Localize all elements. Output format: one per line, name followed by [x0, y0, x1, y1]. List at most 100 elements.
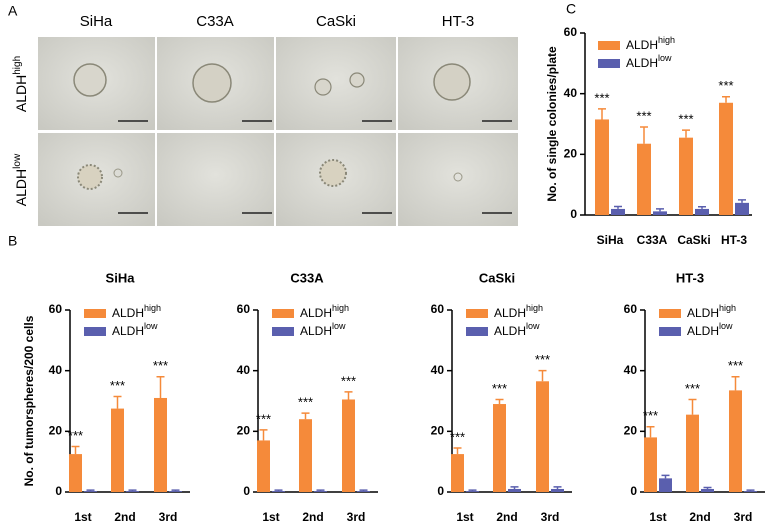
x-tick-label: 3rd [541, 510, 560, 524]
significance: *** [256, 411, 271, 426]
x-tick-label: 3rd [159, 510, 178, 524]
significance: *** [728, 358, 743, 373]
error-bar [553, 486, 562, 489]
column-label: C33A [196, 13, 234, 30]
micrographs [38, 37, 518, 226]
super-label: ALDHhigh [112, 303, 161, 320]
bar [299, 419, 312, 492]
label-superscript: low [719, 321, 733, 331]
label-base: ALDH [626, 38, 658, 52]
error-bar [113, 395, 122, 409]
significance: *** [153, 358, 168, 373]
label-superscript: high [144, 303, 161, 313]
error-bar [71, 445, 80, 455]
panel-label: A [8, 3, 18, 19]
error-bar [259, 429, 268, 441]
y-tick-label: 0 [437, 484, 444, 498]
column-label: HT-3 [442, 13, 475, 30]
y-axis-label: No. of single colonies/plate [545, 46, 559, 202]
x-tick-label: 1st [74, 510, 91, 524]
y-tick-label: 60 [431, 302, 445, 316]
significance: *** [636, 108, 651, 123]
error-bar [274, 489, 283, 492]
error-bar [128, 489, 137, 492]
x-tick-label: 1st [649, 510, 666, 524]
bar [551, 488, 564, 492]
bar [637, 143, 651, 215]
y-tick-label: 0 [630, 484, 637, 498]
error-bar [156, 375, 165, 398]
error-bar [316, 489, 325, 492]
error-bar [510, 486, 519, 489]
x-tick-label: 2nd [496, 510, 517, 524]
y-tick-label: 40 [564, 86, 578, 100]
bar [611, 208, 625, 215]
label-base: ALDH [112, 306, 144, 320]
error-bar [738, 199, 746, 203]
legend-swatch [84, 327, 106, 336]
y-tick-label: 0 [570, 207, 577, 221]
super-label: ALDHhigh [687, 303, 736, 320]
y-tick-label: 20 [624, 424, 638, 438]
legend-swatch [659, 327, 681, 336]
bar [701, 488, 714, 492]
chart-title: HT-3 [676, 270, 704, 285]
error-bar [359, 489, 368, 492]
significance: *** [341, 373, 356, 388]
error-bar [656, 208, 664, 212]
bar [69, 454, 82, 492]
error-bar [646, 426, 655, 438]
legend-swatch [466, 327, 488, 336]
super-label: ALDHlow [494, 321, 540, 338]
bar [729, 390, 742, 492]
super-label: ALDHlow [12, 153, 29, 206]
chart-title: SiHa [106, 270, 136, 285]
y-tick-label: 20 [431, 424, 445, 438]
y-tick-label: 20 [49, 424, 63, 438]
bar [695, 208, 709, 215]
x-tick-label: 2nd [689, 510, 710, 524]
super-label: ALDHlow [112, 321, 158, 338]
bar [719, 102, 733, 215]
label-base: ALDH [494, 306, 526, 320]
bar [653, 211, 667, 215]
super-label: ALDHlow [300, 321, 346, 338]
bar [169, 491, 182, 492]
chart-title: C33A [290, 270, 324, 285]
legend-swatch [272, 309, 294, 318]
y-tick-label: 40 [49, 363, 63, 377]
super-label: ALDHhigh [300, 303, 349, 320]
bar [679, 137, 693, 215]
super-label: ALDHlow [626, 53, 672, 70]
error-bar [661, 474, 670, 479]
bar [735, 202, 749, 215]
error-bar [171, 489, 180, 492]
bar [314, 491, 327, 492]
y-tick-label: 60 [564, 25, 578, 39]
error-bar [468, 489, 477, 492]
bar [744, 491, 757, 492]
label-superscript: high [658, 35, 675, 45]
significance: *** [685, 381, 700, 396]
bar [257, 440, 270, 492]
error-bar [453, 447, 462, 455]
legend-swatch [84, 309, 106, 318]
chart: CaSki 0 20 40 60 1st *** 2nd *** 3rd *** [431, 270, 572, 524]
error-bar [598, 108, 606, 120]
bar [466, 491, 479, 492]
legend-swatch [272, 327, 294, 336]
label-superscript: high [332, 303, 349, 313]
error-bar [703, 486, 712, 489]
chart: C33A 0 20 40 60 1st *** 2nd *** 3rd *** [237, 270, 378, 524]
super-label: ALDHhigh [494, 303, 543, 320]
y-tick-label: 0 [243, 484, 250, 498]
bar [686, 414, 699, 492]
bar [126, 491, 139, 492]
significance: *** [535, 352, 550, 367]
error-bar [688, 398, 697, 415]
label-base: ALDH [687, 306, 719, 320]
y-tick-label: 60 [624, 302, 638, 316]
legend-swatch [466, 309, 488, 318]
column-label: SiHa [80, 13, 113, 30]
